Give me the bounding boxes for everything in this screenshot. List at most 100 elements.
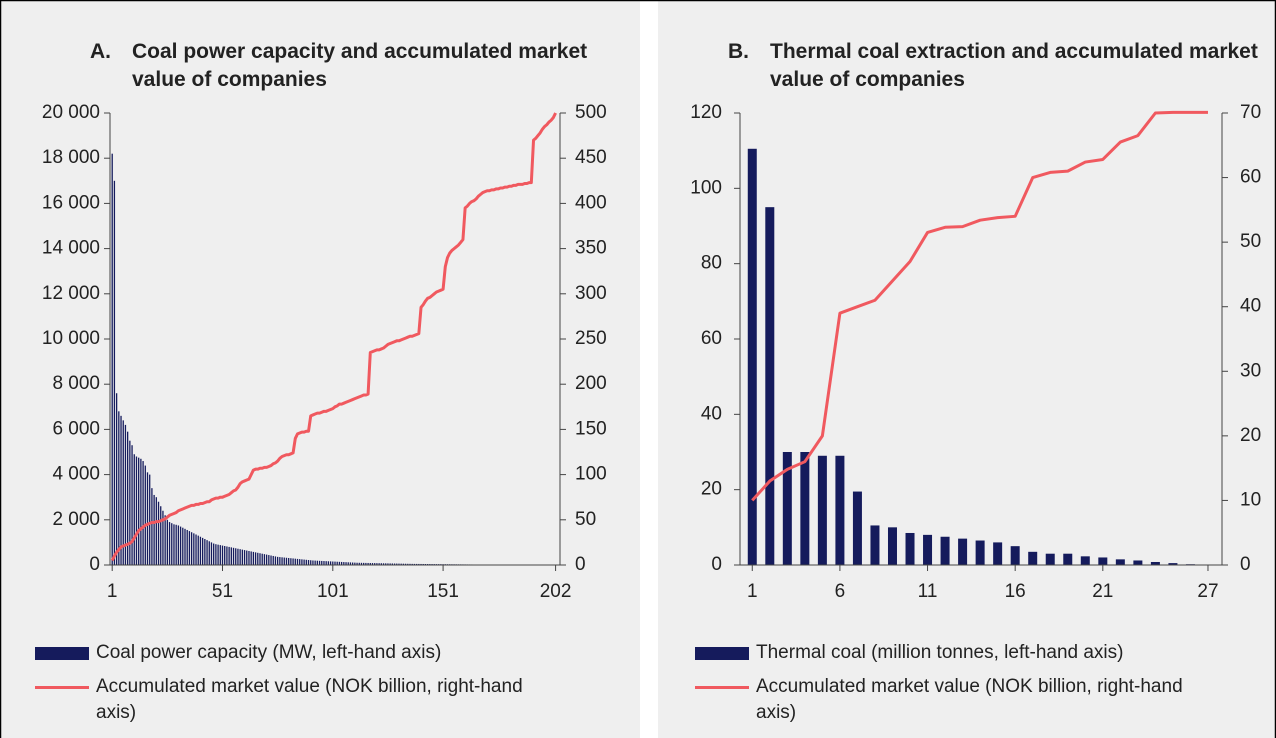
legend: Thermal coal (million tonnes, left-hand …	[695, 640, 1206, 734]
bar	[378, 563, 380, 565]
bar	[376, 563, 378, 565]
y-tick-label: 0	[89, 554, 100, 575]
bar	[301, 559, 303, 565]
bar	[371, 563, 374, 565]
bar	[993, 542, 1003, 565]
bar	[409, 563, 411, 565]
y2-tick-label: 400	[575, 192, 607, 213]
bar	[363, 562, 365, 565]
y2-tick-label: 50	[1240, 231, 1261, 252]
y2-tick-label: 70	[1240, 102, 1261, 123]
bar	[237, 548, 239, 565]
chart-title-block: A. Coal power capacity and accumulated ma…	[90, 38, 602, 94]
bar	[146, 472, 149, 565]
bar	[299, 559, 301, 565]
legend-label: Accumulated market value (NOK billion, r…	[756, 676, 1183, 723]
x-tick-label: 11	[918, 581, 938, 602]
bar	[177, 525, 180, 565]
bar	[168, 522, 171, 565]
bar	[318, 560, 321, 565]
bar	[360, 562, 363, 565]
legend-swatch	[695, 647, 749, 660]
legend: Coal power capacity (MW, left-hand axis)…	[35, 640, 546, 734]
panel-label: B.	[728, 40, 749, 63]
bar	[1115, 559, 1125, 565]
y-tick-label: 0	[711, 554, 722, 575]
bar	[294, 558, 296, 565]
y-tick-label: 120	[690, 102, 722, 123]
bar	[1080, 556, 1090, 565]
bar	[958, 538, 968, 565]
bar	[274, 556, 277, 565]
bar	[358, 562, 360, 565]
bar	[418, 563, 420, 565]
bar	[1168, 563, 1178, 565]
y-tick-label: 6 000	[52, 418, 100, 439]
legend-swatch	[35, 647, 89, 660]
bar	[852, 491, 862, 565]
bar	[182, 527, 184, 565]
bar	[252, 551, 255, 565]
bar	[120, 415, 122, 565]
y2-tick-label: 150	[575, 418, 607, 439]
bar	[113, 180, 116, 566]
legend-swatch	[35, 686, 89, 689]
bar	[310, 560, 312, 565]
bar	[975, 540, 985, 565]
bar	[164, 515, 166, 565]
bar	[349, 562, 352, 565]
bar	[149, 474, 151, 565]
bar	[374, 563, 376, 565]
y2-tick-label: 20	[1240, 425, 1261, 446]
bar	[391, 563, 394, 565]
bar	[1010, 546, 1020, 565]
y2-tick-label: 100	[575, 464, 607, 485]
bar	[115, 393, 118, 565]
bar	[407, 563, 409, 565]
y2-tick-label: 350	[575, 238, 607, 259]
bar	[135, 456, 138, 565]
bar	[400, 563, 402, 565]
bar	[288, 557, 290, 565]
bar	[221, 545, 224, 565]
bar	[204, 539, 206, 565]
bar	[197, 535, 199, 565]
bar	[160, 506, 162, 565]
bar	[133, 454, 135, 565]
bar	[870, 525, 880, 565]
y2-tick-label: 10	[1240, 489, 1261, 510]
bar	[382, 563, 385, 565]
bar	[356, 562, 358, 565]
x-tick-label: 6	[835, 581, 846, 602]
bar	[281, 557, 283, 565]
y-tick-label: 4 000	[52, 464, 100, 485]
bar	[316, 560, 319, 565]
y-tick-label: 10 000	[42, 328, 100, 349]
bar	[940, 536, 950, 565]
x-tick-label: 16	[1005, 581, 1026, 602]
legend-label: Coal power capacity (MW, left-hand axis)	[96, 642, 442, 663]
bar	[327, 561, 330, 565]
bar	[387, 563, 389, 565]
bar	[332, 561, 334, 565]
bar	[367, 562, 369, 565]
bar	[261, 553, 263, 565]
x-tick-label: 1	[747, 581, 758, 602]
bar	[232, 547, 235, 565]
bar	[241, 549, 244, 565]
bar	[126, 431, 129, 565]
bar	[290, 558, 292, 565]
x-tick-label: 51	[212, 581, 233, 602]
legend-entry: Coal power capacity (MW, left-hand axis)	[35, 640, 546, 666]
bar	[184, 528, 186, 565]
bar	[923, 534, 933, 565]
panel-background	[658, 0, 1276, 738]
y2-tick-label: 300	[575, 283, 607, 304]
bar	[166, 519, 169, 565]
chart-title-block: B. Thermal coal extraction and accumulate…	[728, 38, 1276, 94]
bar	[380, 563, 382, 565]
bar	[1133, 560, 1143, 565]
y2-tick-label: 500	[575, 102, 607, 123]
bar	[343, 562, 345, 565]
y2-tick-label: 0	[1240, 554, 1251, 575]
